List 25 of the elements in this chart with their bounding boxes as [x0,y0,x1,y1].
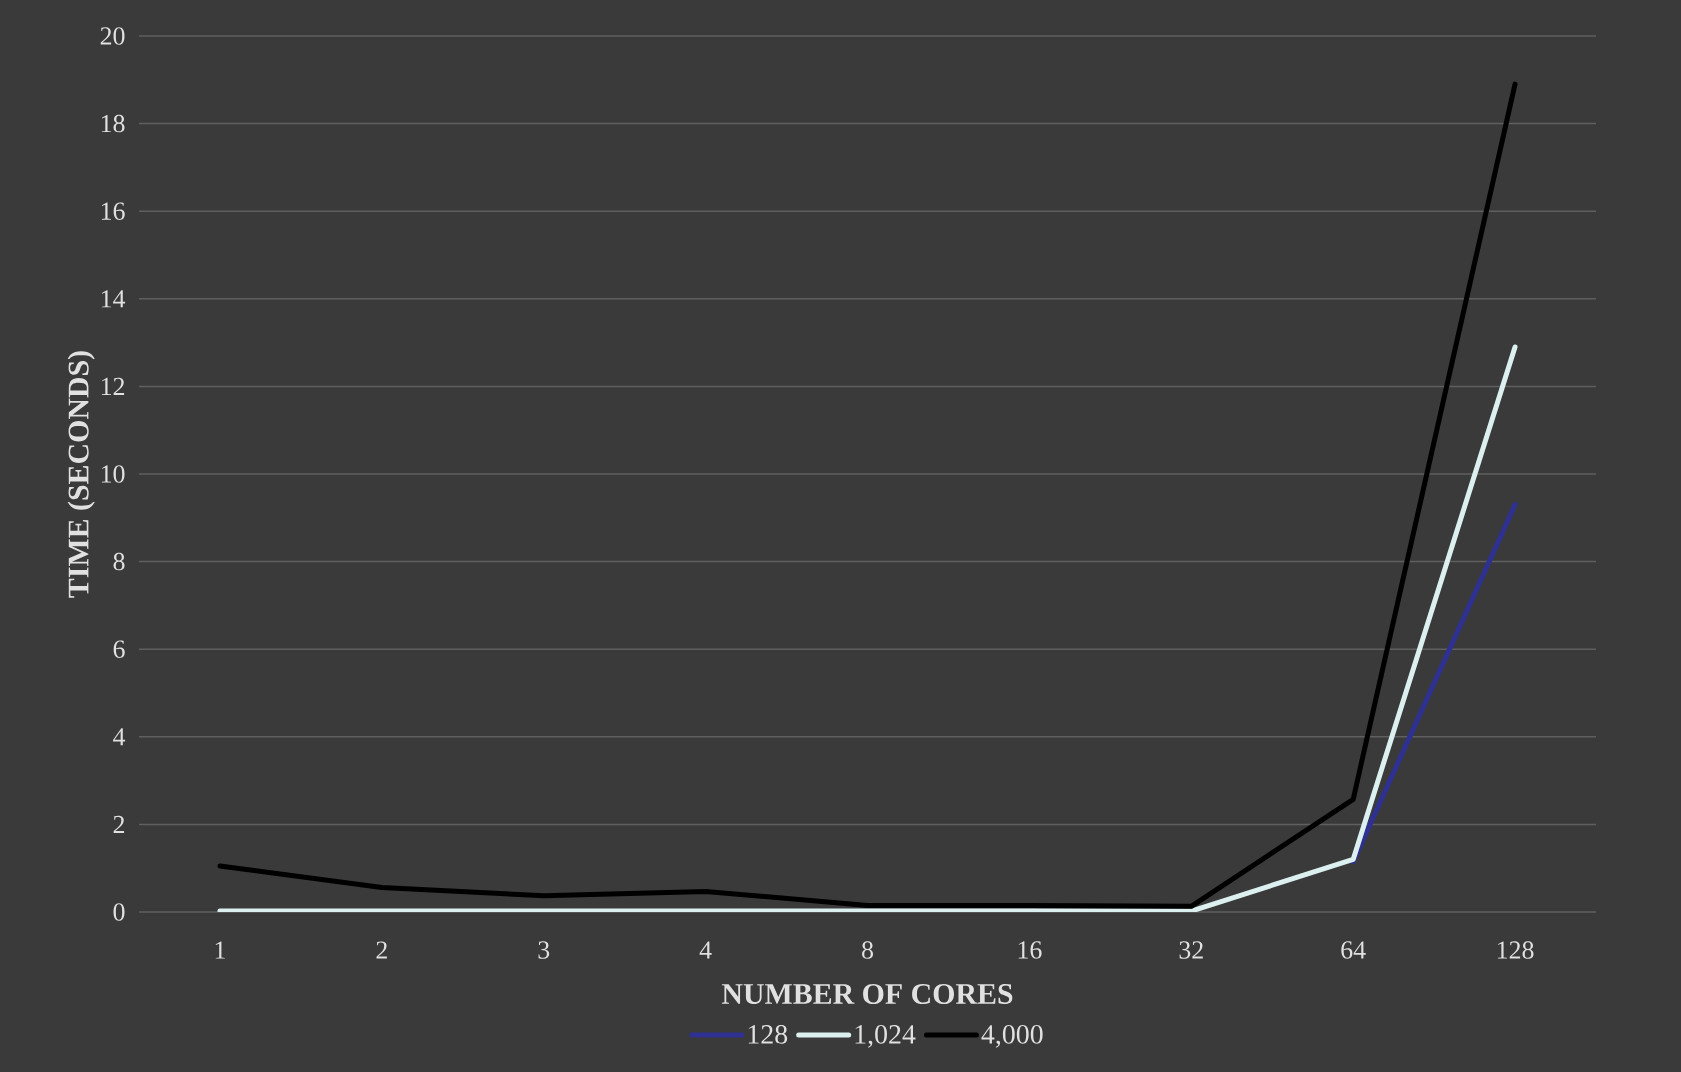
x-axis-title: NUMBER OF CORES [721,983,1013,1005]
x-tick-label: 8 [862,941,873,959]
y-tick-label: 8 [113,552,125,571]
x-tick-label: 3 [538,941,550,959]
x-tick-label: 128 [1497,941,1534,959]
x-tick-label: 64 [1341,941,1366,959]
x-tick-label: 4 [699,941,712,959]
y-tick-label: 12 [101,377,125,395]
y-tick-label: 6 [113,640,125,658]
x-tick-label: 16 [1018,941,1042,959]
y-tick-label: 4 [113,728,126,746]
x-tick-label: 2 [376,941,387,959]
legend-label: 128 [748,1024,788,1044]
y-tick-label: 10 [101,465,125,483]
y-tick-label: 14 [101,290,126,308]
y-tick-label: 0 [113,903,125,921]
y-axis-title: TIME (SECONDS) [67,351,95,598]
y-tick-label: 2 [113,815,125,833]
legend-label: 1,024 [855,1024,916,1048]
y-tick-label: 18 [101,114,125,133]
y-tick-label: 16 [101,202,125,220]
legend-label: 4,000 [981,1024,1043,1048]
y-tick-label: 20 [100,27,125,45]
x-tick-label: 1 [215,941,225,959]
x-tick-label: 32 [1179,941,1203,959]
